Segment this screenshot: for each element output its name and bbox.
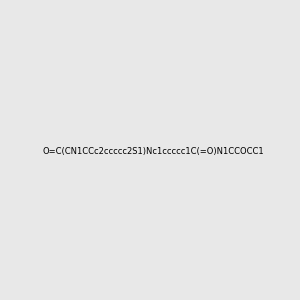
Text: O=C(CN1CCc2ccccc2S1)Nc1ccccc1C(=O)N1CCOCC1: O=C(CN1CCc2ccccc2S1)Nc1ccccc1C(=O)N1CCOC… <box>43 147 265 156</box>
